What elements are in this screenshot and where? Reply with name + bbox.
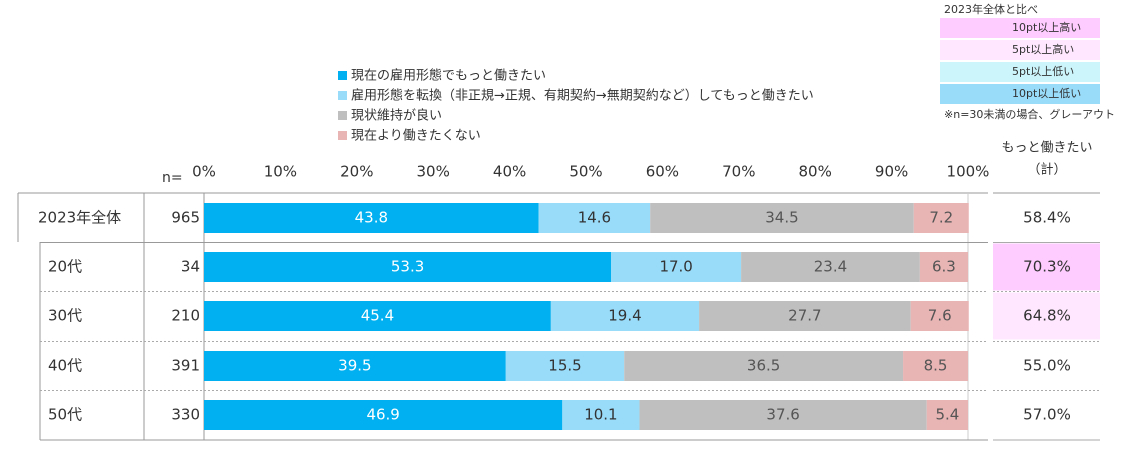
value-label: 36.5: [747, 357, 780, 375]
category-label: 50代: [48, 406, 82, 424]
value-label: 7.6: [928, 307, 952, 325]
value-label: 53.3: [391, 258, 424, 276]
scale-legend-label: 10pt以上高い: [1012, 20, 1081, 34]
total-label: 58.4%: [1023, 209, 1071, 227]
scale-legend-label: 10pt以上低い: [1012, 87, 1081, 100]
bar: [910, 301, 969, 331]
n-value: 34: [181, 258, 200, 276]
bar: [624, 351, 904, 381]
x-tick-label: 10%: [264, 163, 297, 181]
bar: [913, 203, 969, 233]
total-cell: [993, 292, 1100, 340]
bar: [919, 252, 968, 282]
bar: [204, 203, 539, 233]
legend-label: 現在より働きたくない: [351, 129, 481, 144]
value-label: 46.9: [366, 406, 399, 424]
n-value: 965: [171, 209, 200, 227]
value-label: 27.7: [788, 307, 821, 325]
value-label: 37.6: [766, 406, 799, 424]
value-label: 7.2: [929, 209, 953, 227]
bar: [650, 203, 914, 233]
category-label: 40代: [48, 357, 82, 375]
legend-label: 現状維持が良い: [351, 108, 442, 124]
total-header: （計）: [1027, 162, 1066, 178]
value-label: 8.5: [924, 357, 948, 375]
total-cell: [993, 342, 1100, 390]
legend-swatch: [338, 71, 347, 80]
x-tick-label: 30%: [417, 163, 450, 181]
legend-swatch: [338, 111, 347, 120]
value-label: 6.3: [932, 258, 956, 276]
n-value: 391: [171, 357, 200, 375]
x-tick-label: 60%: [646, 163, 679, 181]
value-label: 14.6: [578, 209, 611, 227]
value-label: 45.4: [361, 307, 394, 325]
bar: [903, 351, 968, 381]
total-cell: [993, 194, 1100, 242]
n-value: 330: [171, 406, 200, 424]
value-label: 43.8: [355, 209, 388, 227]
bar: [550, 301, 700, 331]
category-label: 20代: [48, 258, 82, 276]
total-cell: [993, 391, 1100, 439]
value-label: 17.0: [659, 258, 692, 276]
total-header: もっと働きたい: [1001, 141, 1092, 156]
x-tick-label: 50%: [569, 163, 602, 181]
value-label: 34.5: [765, 209, 798, 227]
scale-legend-title: 2023年全体と比べ: [944, 2, 1038, 16]
x-tick-label: 90%: [875, 163, 908, 181]
scale-legend-label: 5pt以上低い: [1012, 65, 1074, 78]
value-label: 5.4: [935, 406, 959, 424]
value-label: 19.4: [608, 307, 641, 325]
legend-label: 現在の雇用形態でもっと働きたい: [351, 68, 546, 84]
scale-legend-swatch: [940, 84, 1100, 104]
total-cell: [993, 243, 1100, 291]
n-value: 210: [171, 307, 200, 325]
scale-legend-note: ※n=30未満の場合、グレーアウト: [944, 107, 1115, 121]
scale-legend-swatch: [940, 40, 1100, 60]
bar: [538, 203, 651, 233]
x-tick-label: 100%: [947, 163, 990, 181]
bar: [204, 252, 612, 282]
x-tick-label: 70%: [722, 163, 755, 181]
bar: [204, 400, 563, 430]
scale-legend-swatch: [940, 62, 1100, 82]
value-label: 23.4: [814, 258, 847, 276]
bar: [204, 351, 506, 381]
bar: [562, 400, 640, 430]
legend-label: 雇用形態を転換（非正規→正規、有期契約→無期契約など）してもっと働きたい: [351, 88, 814, 104]
total-label: 70.3%: [1023, 258, 1071, 276]
bar: [699, 301, 911, 331]
total-label: 64.8%: [1023, 307, 1071, 325]
x-tick-label: 40%: [493, 163, 526, 181]
category-label: 2023年全体: [38, 209, 121, 227]
x-tick-label: 0%: [192, 163, 216, 181]
legend-swatch: [338, 131, 347, 140]
bar: [926, 400, 968, 430]
legend-swatch: [338, 91, 347, 100]
total-label: 57.0%: [1023, 406, 1071, 424]
x-tick-label: 20%: [340, 163, 373, 181]
n-label: n=: [162, 170, 183, 186]
bar: [204, 301, 551, 331]
bar: [639, 400, 927, 430]
value-label: 15.5: [548, 357, 581, 375]
value-label: 39.5: [338, 357, 371, 375]
x-tick-label: 80%: [799, 163, 832, 181]
bar: [505, 351, 625, 381]
scale-legend-label: 5pt以上高い: [1012, 42, 1074, 56]
category-label: 30代: [48, 307, 82, 325]
bar: [611, 252, 742, 282]
scale-legend-swatch: [940, 18, 1100, 38]
bar: [741, 252, 920, 282]
value-label: 10.1: [584, 406, 617, 424]
total-label: 55.0%: [1023, 357, 1071, 375]
